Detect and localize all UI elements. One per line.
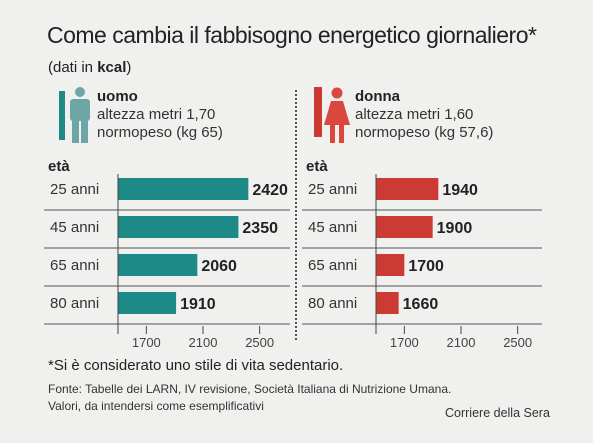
male-age-label: 45 anni xyxy=(50,219,99,236)
male-weight: normopeso (kg 65) xyxy=(97,124,223,141)
male-age-label: 80 anni xyxy=(50,295,99,312)
female-value-label: 1700 xyxy=(408,258,444,275)
female-figure-icon xyxy=(324,87,350,143)
subtitle-suffix: ) xyxy=(126,59,132,76)
credit: Corriere della Sera xyxy=(445,406,550,420)
male-tick-label: 2100 xyxy=(189,335,218,350)
male-bar xyxy=(118,178,249,200)
female-value-label: 1940 xyxy=(442,182,478,199)
male-bar xyxy=(118,216,239,238)
female-tick-label: 2100 xyxy=(447,335,476,350)
female-weight: normopeso (kg 57,6) xyxy=(355,124,494,141)
male-tick-label: 2500 xyxy=(245,335,274,350)
subtitle-unit: kcal xyxy=(97,59,127,76)
male-bar xyxy=(118,292,177,314)
male-value-label: 2060 xyxy=(201,258,237,275)
female-bar xyxy=(376,254,405,276)
female-tick-label: 1700 xyxy=(390,335,419,350)
female-value-label: 1900 xyxy=(437,220,473,237)
female-age-label: 80 anni xyxy=(308,295,357,312)
male-value-label: 1910 xyxy=(180,296,216,313)
female-age-label: 45 anni xyxy=(308,219,357,236)
male-tick-label: 1700 xyxy=(132,335,161,350)
male-age-label: 65 anni xyxy=(50,257,99,274)
female-height: altezza metri 1,60 xyxy=(355,106,474,123)
subtitle-prefix: (dati in xyxy=(48,59,98,76)
chart-title: Come cambia il fabbisogno energetico gio… xyxy=(47,22,537,48)
female-bar xyxy=(376,178,439,200)
female-age-label: 25 anni xyxy=(308,181,357,198)
male-value-label: 2420 xyxy=(252,182,288,199)
panel-divider xyxy=(295,90,297,340)
male-value-label: 2350 xyxy=(242,220,278,237)
male-bar xyxy=(118,254,198,276)
female-marker-bar xyxy=(314,87,322,137)
male-height: altezza metri 1,70 xyxy=(97,106,216,123)
female-value-label: 1660 xyxy=(403,296,439,313)
female-bar xyxy=(376,216,433,238)
male-age-header: età xyxy=(48,158,70,175)
chart-subtitle: (dati in kcal) xyxy=(48,59,131,76)
female-bar xyxy=(376,292,399,314)
source-line-2: Valori, da intendersi come esemplificati… xyxy=(48,399,264,413)
female-age-header: età xyxy=(306,158,328,175)
footnote: *Si è considerato uno stile di vita sede… xyxy=(48,357,344,374)
female-panel-title: donna xyxy=(355,88,400,105)
male-marker-bar xyxy=(59,91,65,140)
female-age-label: 65 anni xyxy=(308,257,357,274)
male-figure-icon xyxy=(70,87,90,143)
source-line-1: Fonte: Tabelle dei LARN, IV revisione, S… xyxy=(48,382,452,396)
female-tick-label: 2500 xyxy=(503,335,532,350)
male-panel-title: uomo xyxy=(97,88,138,105)
male-age-label: 25 anni xyxy=(50,181,99,198)
